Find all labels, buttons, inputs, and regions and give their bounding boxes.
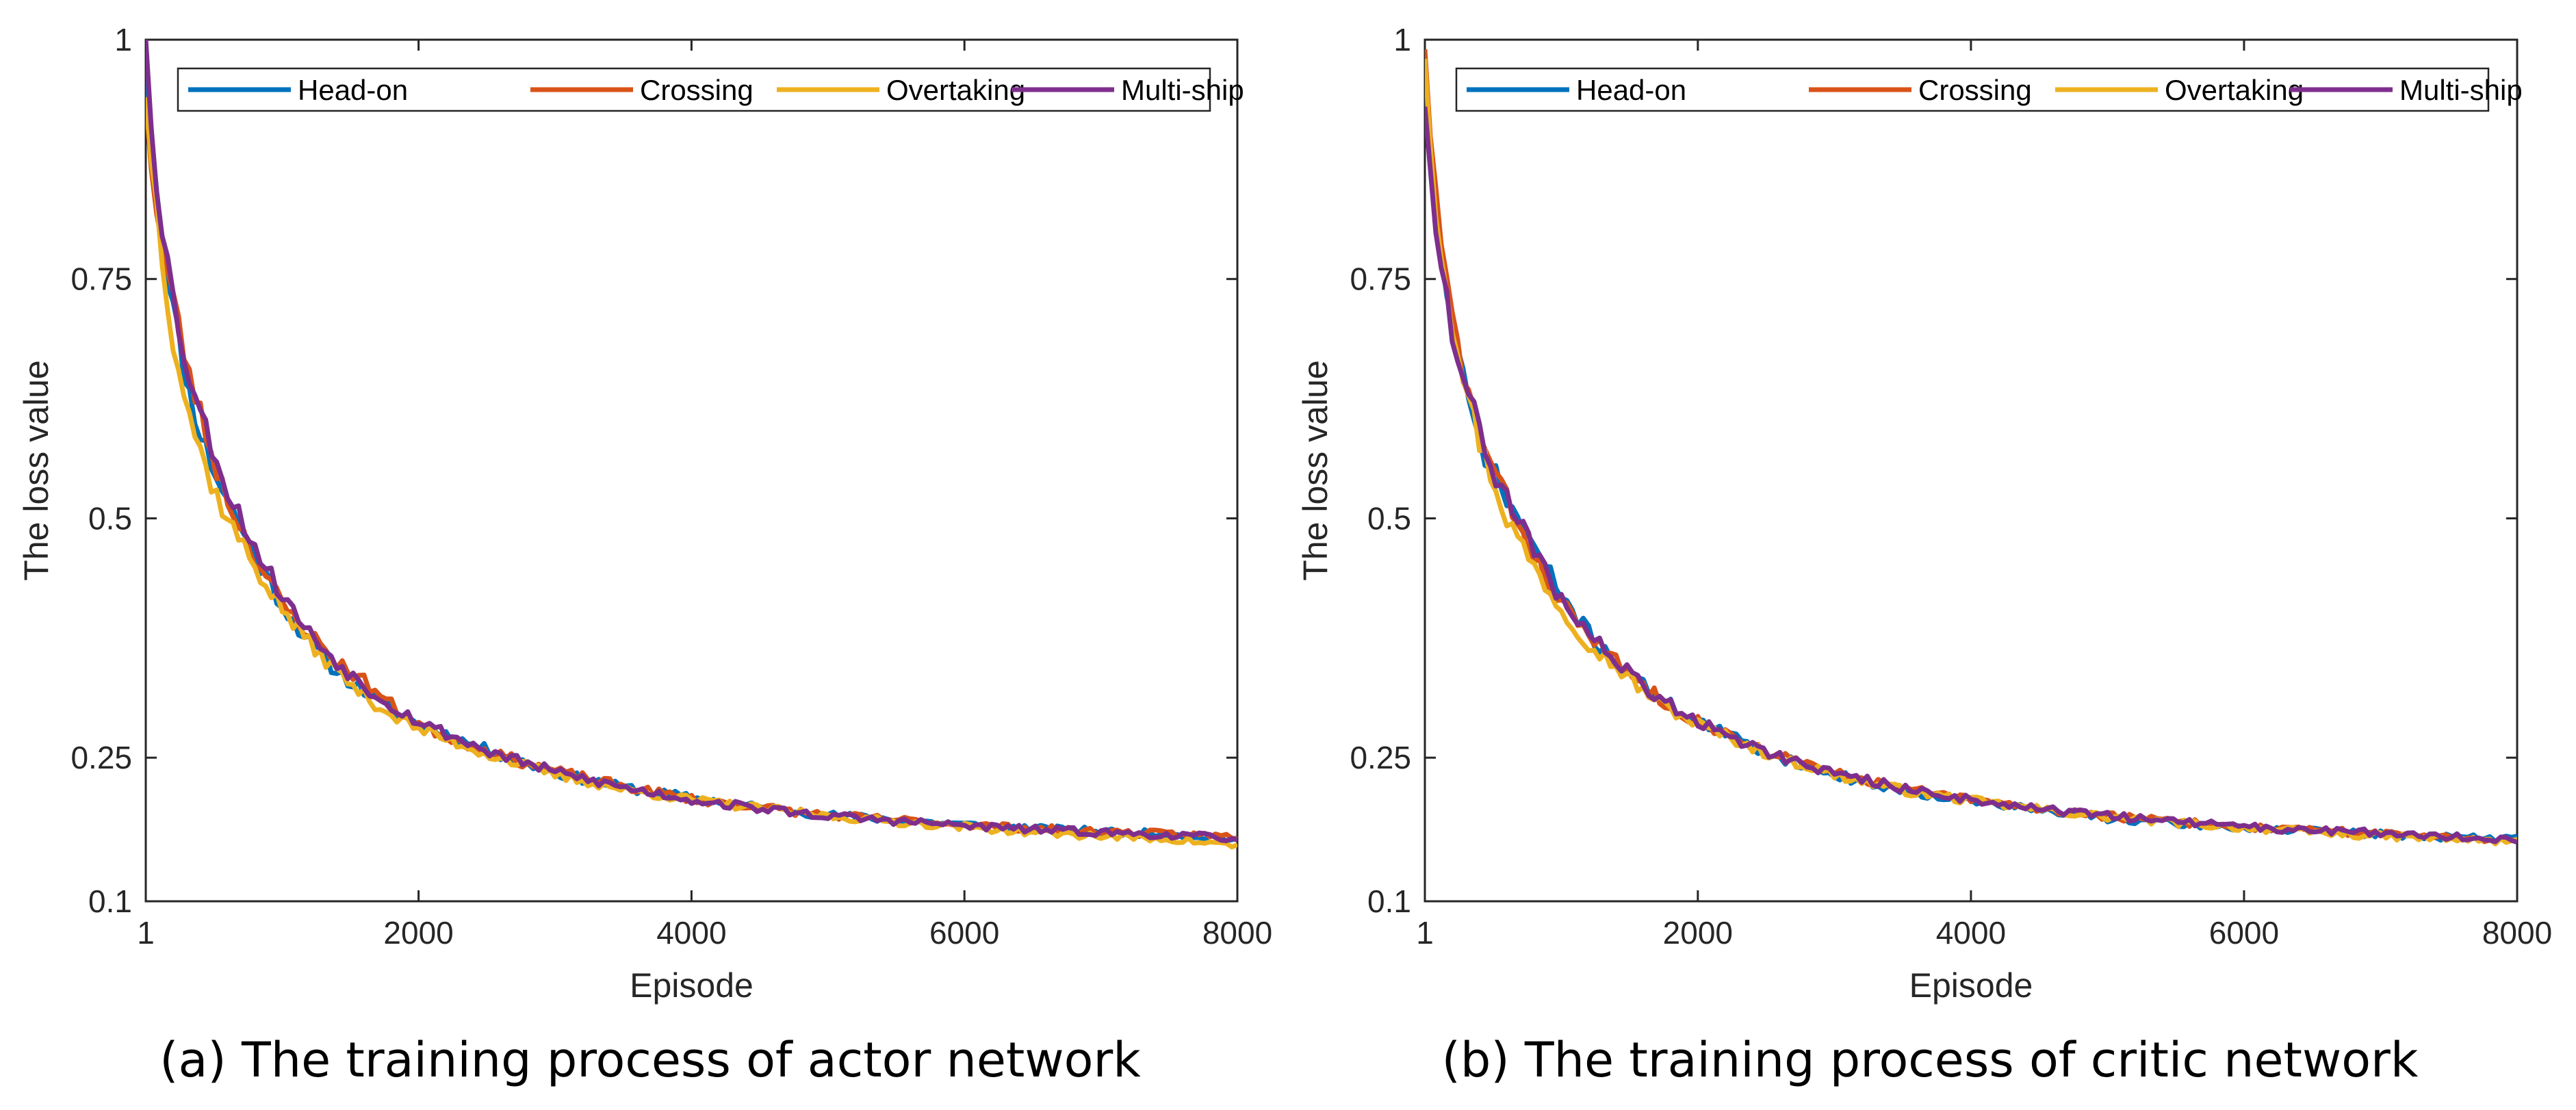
y-axis-label: The loss value bbox=[1296, 360, 1335, 580]
x-tick-label: 8000 bbox=[2482, 915, 2552, 951]
legend-label-crossing: Crossing bbox=[640, 74, 754, 106]
legend-label-overtaking: Overtaking bbox=[886, 74, 1025, 106]
legend: Head-on Crossing Overtaking Multi-ship bbox=[177, 67, 1244, 112]
x-tick-label: 6000 bbox=[929, 915, 999, 951]
y-tick-label: 0.1 bbox=[88, 883, 132, 919]
legend-label-multi-ship: Multi-ship bbox=[1121, 74, 1244, 106]
y-tick-label: 0.75 bbox=[1350, 261, 1411, 297]
x-tick-label: 1 bbox=[137, 915, 155, 951]
y-tick-label: 1 bbox=[114, 22, 132, 57]
x-tick-label: 8000 bbox=[1202, 915, 1272, 951]
x-tick-label: 4000 bbox=[1936, 915, 2006, 951]
chart-panel-b: 1 2000 4000 6000 8000 0.1 0.25 0.5 0.75 1 Episode T… bbox=[1296, 22, 2552, 1088]
y-tick-label: 1 bbox=[1393, 22, 1411, 57]
panel-caption: (a) The training process of actor networ… bbox=[159, 1032, 1141, 1088]
x-tick-label: 1 bbox=[1416, 915, 1434, 951]
series-line-multi-ship bbox=[1425, 106, 2517, 844]
legend-label-multi-ship: Multi-ship bbox=[2399, 74, 2523, 106]
x-tick-label: 6000 bbox=[2209, 915, 2279, 951]
legend-label-crossing: Crossing bbox=[1918, 74, 2032, 106]
x-axis-label: Episode bbox=[630, 966, 754, 1005]
y-axis-label: The loss value bbox=[17, 360, 55, 580]
x-tick-label: 4000 bbox=[656, 915, 726, 951]
x-tick-label: 2000 bbox=[1663, 915, 1733, 951]
plot-area-frame bbox=[144, 38, 1239, 903]
y-tick-label: 0.1 bbox=[1367, 883, 1411, 919]
chart-panel-a: 1 2000 4000 6000 8000 0.1 0.25 0.5 0.75 1 Episode T… bbox=[17, 22, 1272, 1088]
legend-label-head-on: Head-on bbox=[1576, 74, 1686, 106]
panel-caption: (b) The training process of critic netwo… bbox=[1442, 1032, 2419, 1088]
y-tick-label: 0.25 bbox=[70, 740, 132, 775]
y-tick-label: 0.5 bbox=[1367, 500, 1411, 536]
y-tick-label: 0.25 bbox=[1350, 740, 1411, 775]
legend: Head-on Crossing Overtaking Multi-ship bbox=[1455, 67, 2523, 112]
x-tick-label: 2000 bbox=[383, 915, 453, 951]
series-line-overtaking bbox=[146, 96, 1237, 850]
legend-label-head-on: Head-on bbox=[298, 74, 408, 106]
y-tick-label: 0.75 bbox=[70, 261, 132, 297]
plot-area-frame bbox=[1424, 38, 2519, 903]
series-line-multi-ship bbox=[146, 39, 1237, 844]
y-tick-label: 0.5 bbox=[88, 500, 132, 536]
x-axis-label: Episode bbox=[1909, 966, 2033, 1005]
legend-label-overtaking: Overtaking bbox=[2165, 74, 2304, 106]
